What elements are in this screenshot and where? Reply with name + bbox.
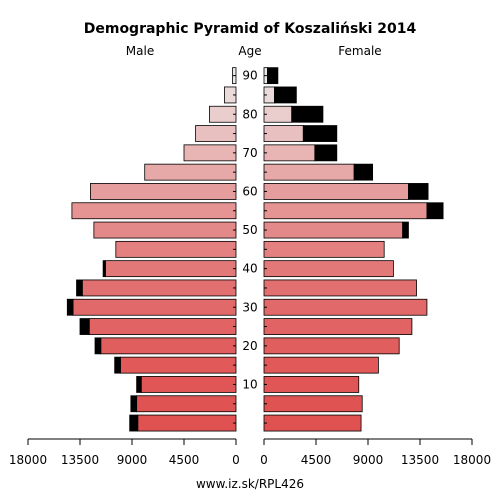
female-bar-50-54 [263,221,404,239]
age-header: Age [238,44,261,58]
female-excess-80-84 [291,105,324,123]
male-excess-25-29 [79,318,90,335]
age-tick-label: 30 [242,300,257,314]
female-bar-25-29 [263,318,413,335]
male-x-tick-label: 18000 [9,453,47,467]
male-x-tick-label: 13500 [61,453,99,467]
male-bar-25-29 [88,318,237,335]
female-bar-35-39 [263,279,417,297]
female-x-tick-label: 13500 [401,453,439,467]
female-bar-75-79 [263,125,304,142]
female-bar-10-14 [263,376,360,393]
female-bar-30-34 [263,298,428,316]
female-bar-15-19 [263,356,379,374]
male-bar-10-14 [140,376,237,393]
female-x-tick-label: 9000 [353,453,384,467]
female-bar-60-64 [263,183,409,200]
male-x-tick-label: 4500 [169,453,200,467]
female-bar-70-74 [263,144,316,162]
female-excess-55-59 [426,202,444,220]
female-bar-0-4 [263,414,362,432]
male-bar-15-19 [120,356,237,374]
male-bar-50-54 [93,221,237,239]
age-tick-label: 50 [242,223,257,237]
female-bar-20-24 [263,337,400,355]
female-excess-65-69 [353,163,374,181]
age-tick-label: 40 [242,262,257,276]
male-x-tick-label: 0 [232,453,240,467]
age-tick-label: 70 [242,146,257,160]
female-bar-45-49 [263,240,385,258]
female-excess-75-79 [302,125,338,142]
female-bar-65-69 [263,163,355,181]
age-axis: 90 80 70 60 50 40 30 20 10 [233,69,267,424]
female-excess-60-64 [408,183,429,200]
age-tick-label: 90 [242,69,257,83]
male-excess-0-4 [129,414,139,432]
female-x-axis: 0 4500 9000 13500 18000 [260,438,491,467]
male-excess-35-39 [76,279,83,297]
female-header: Female [338,44,381,58]
footer-source: www.iz.sk/RPL426 [196,477,304,491]
male-bar-70-74 [183,144,237,162]
female-x-tick-label: 18000 [453,453,491,467]
male-bar-65-69 [144,163,237,181]
age-tick-label: 20 [242,339,257,353]
male-bar-20-24 [100,337,237,355]
female-bar-55-59 [263,202,428,220]
age-tick-label: 60 [242,184,257,198]
age-tick-label: 80 [242,107,257,121]
male-excess-30-34 [66,298,74,316]
female-bar-5-9 [263,395,363,413]
female-bar-40-44 [263,260,394,278]
male-bar-75-79 [195,125,237,142]
male-bar-40-44 [105,260,237,278]
male-excess-15-19 [114,356,121,374]
female-excess-85-89 [273,86,297,104]
male-bars [66,67,237,432]
male-x-tick-label: 9000 [117,453,148,467]
female-excess-50-54 [402,221,409,239]
male-excess-5-9 [130,395,138,413]
male-excess-40-44 [102,260,106,278]
female-x-tick-label: 0 [260,453,268,467]
male-header: Male [126,44,154,58]
female-x-tick-label: 4500 [301,453,332,467]
male-excess-20-24 [94,337,102,355]
male-bar-45-49 [115,240,237,258]
male-excess-10-14 [136,376,142,393]
chart-title: Demographic Pyramid of Koszaliński 2014 [84,21,417,37]
male-bar-30-34 [72,298,237,316]
male-bar-80-84 [209,105,237,123]
female-bars [263,67,444,432]
male-x-axis: 18000 13500 9000 4500 0 [9,438,240,467]
age-tick-label: 10 [242,377,257,391]
male-bar-35-39 [81,279,237,297]
male-bar-60-64 [90,183,237,200]
male-bar-5-9 [136,395,237,413]
female-excess-90+ [267,67,279,85]
male-bar-0-4 [137,414,237,432]
male-bar-55-59 [71,202,237,220]
female-excess-70-74 [314,144,338,162]
female-bar-80-84 [263,105,293,123]
